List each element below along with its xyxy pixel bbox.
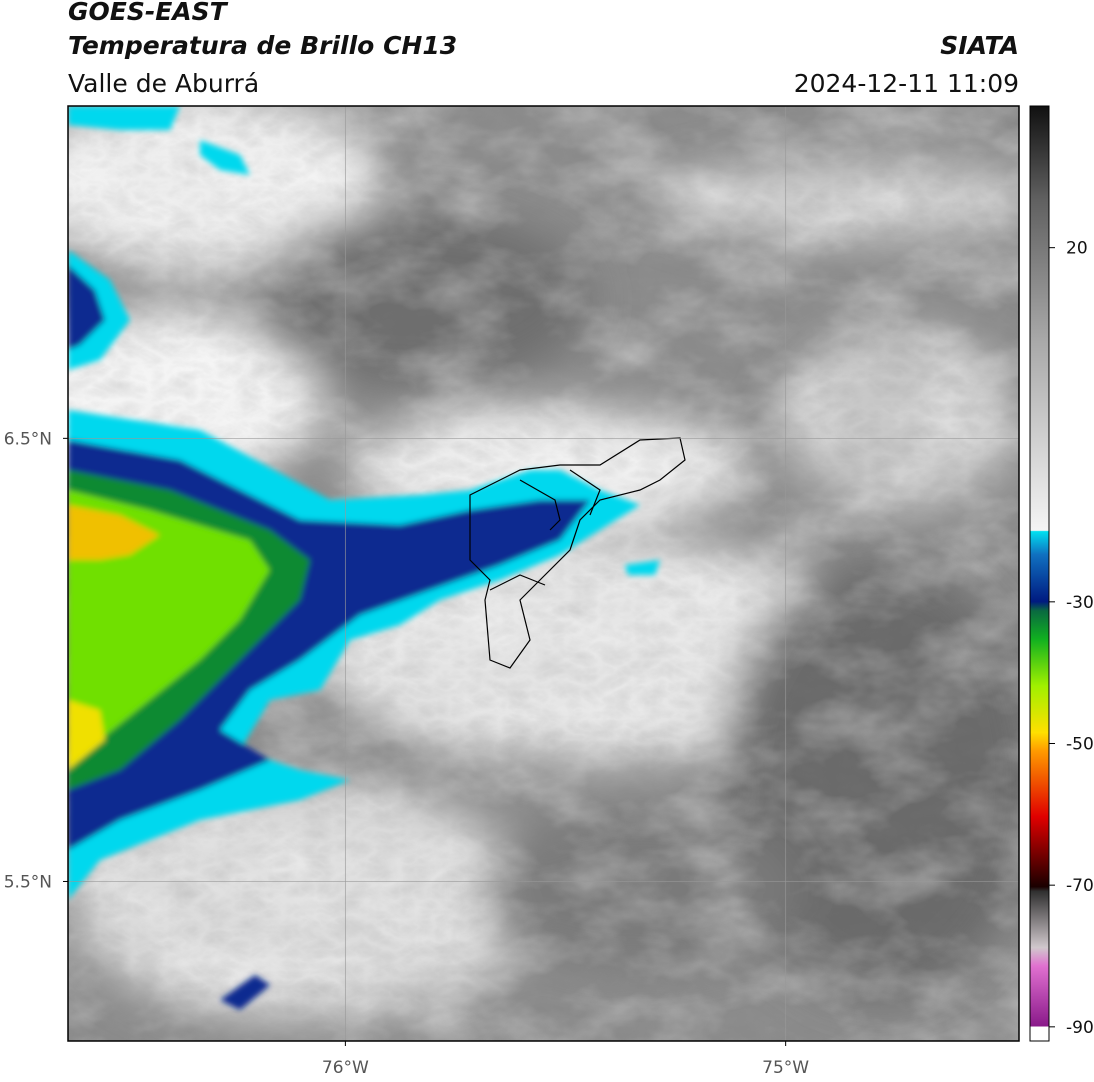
y-tick-label: 5.5°N — [4, 872, 52, 892]
product: Temperatura de Brillo CH13 — [68, 31, 457, 60]
municipal-boundaries — [469, 437, 686, 669]
map-frame — [67, 105, 1020, 1042]
region: Valle de Aburrá — [68, 69, 259, 98]
satellite-image — [68, 106, 1019, 1041]
colorbar-tick-label: -90 — [1066, 1018, 1094, 1038]
colorbar — [1029, 105, 1050, 1042]
colorbar-tick-label: 20 — [1066, 239, 1088, 259]
colorbar-tick-label: -30 — [1066, 593, 1094, 613]
source: SIATA — [940, 31, 1019, 60]
graticule — [68, 106, 1019, 1041]
x-tick-label: 76°W — [322, 1058, 369, 1078]
y-tick-label: 6.5°N — [4, 429, 52, 449]
satellite: GOES-EAST — [68, 0, 229, 26]
colorbar-tick-label: -70 — [1066, 876, 1094, 896]
colorbar-tick-label: -50 — [1066, 735, 1094, 755]
x-tick-label: 75°W — [762, 1058, 809, 1078]
datetime: 2024-12-11 11:09 — [794, 69, 1019, 98]
